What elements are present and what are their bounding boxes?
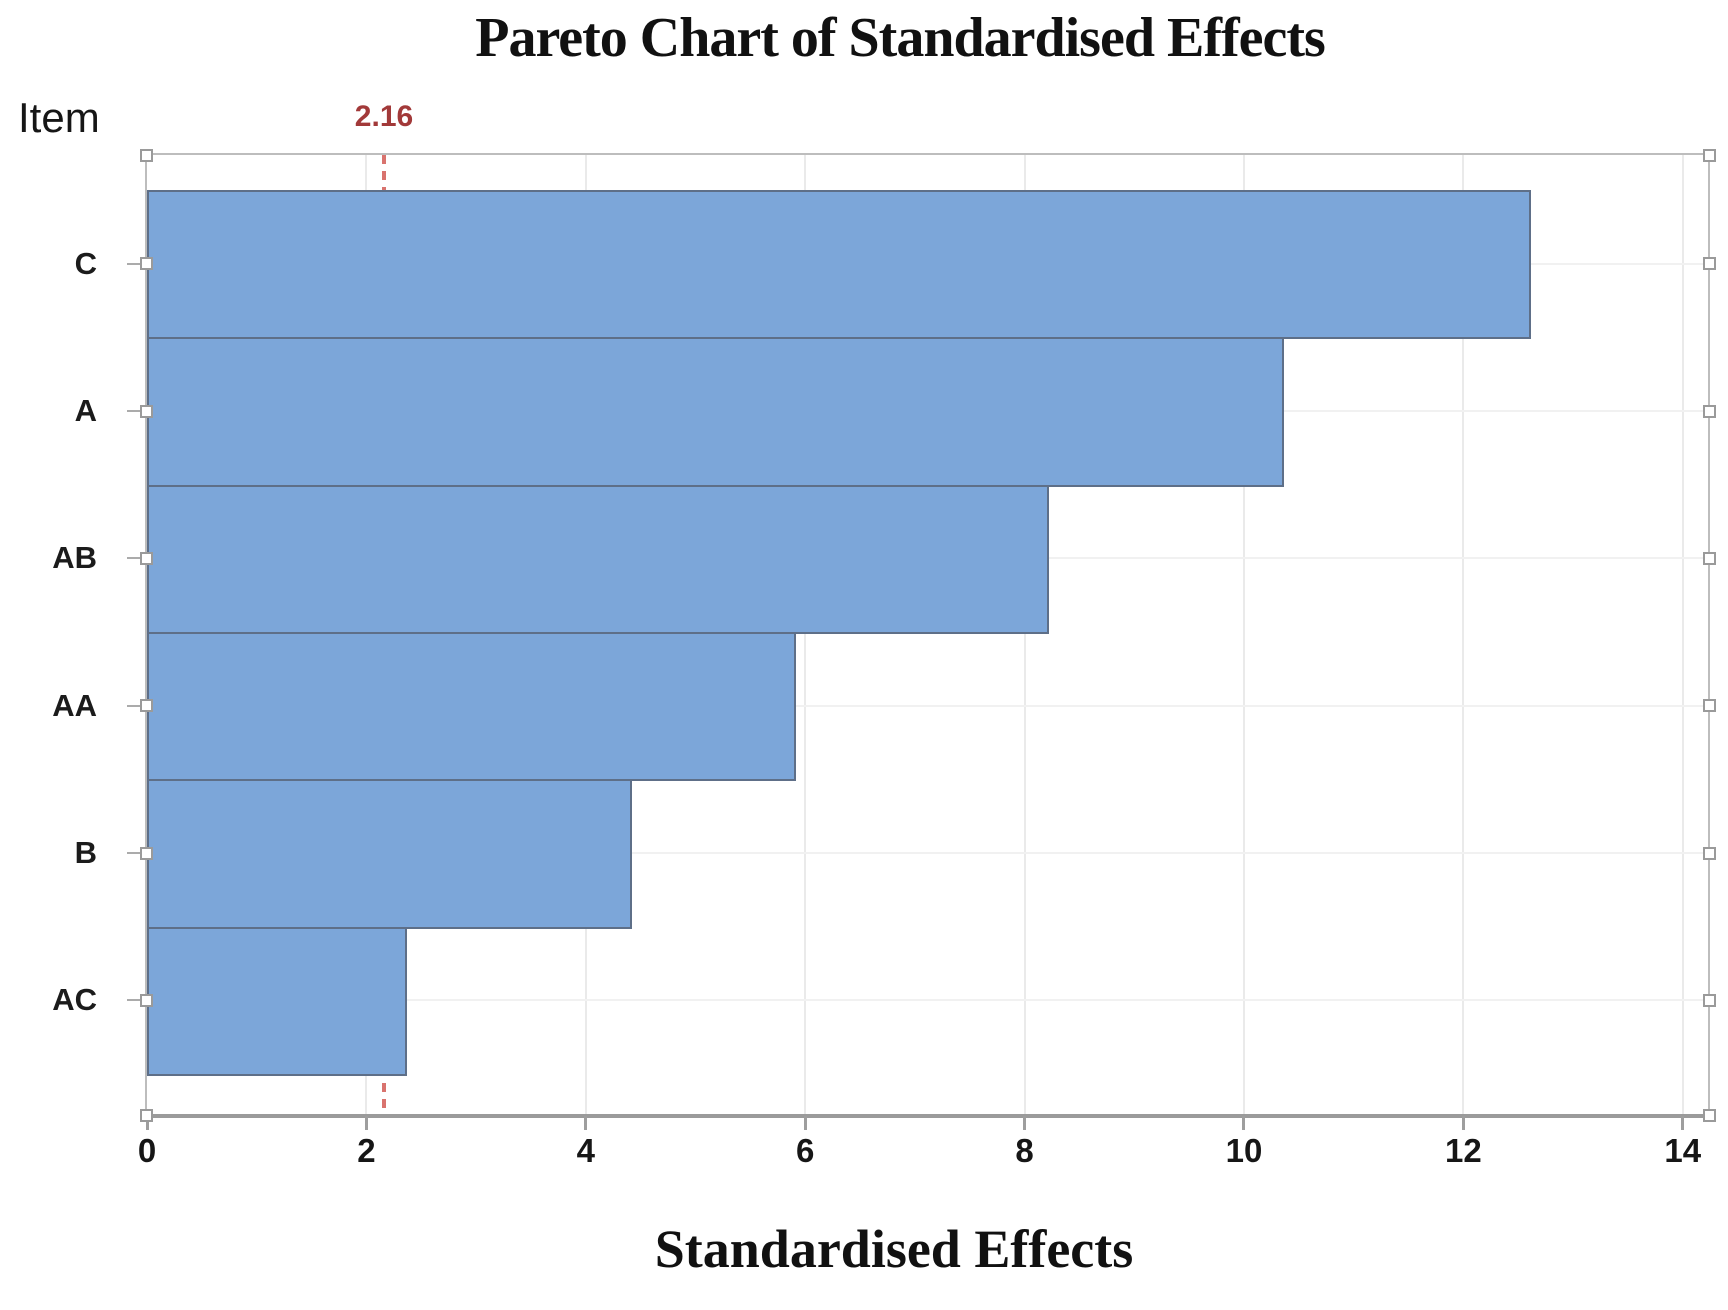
- x-tick-label-0: 0: [137, 1132, 157, 1169]
- y-tick-label-B: B: [74, 835, 97, 870]
- bar-B: [147, 779, 632, 929]
- y-tick-mark-B: [127, 852, 145, 854]
- gridline-row-AC: [147, 999, 1708, 1002]
- x-tick-label-10: 10: [1225, 1132, 1263, 1169]
- gridline-x-14: [1681, 155, 1684, 1114]
- selection-handle-left-3[interactable]: [139, 551, 153, 565]
- selection-handle-left-5[interactable]: [139, 846, 153, 860]
- gridline-row-AA: [147, 704, 1708, 707]
- x-tick-mark-10: [1242, 1116, 1246, 1130]
- selection-handle-right-6[interactable]: [1702, 993, 1716, 1007]
- y-tick-mark-AC: [127, 999, 145, 1002]
- gridline-x-8: [1023, 155, 1026, 1114]
- chart-title: Pareto Chart of Standardised Effects: [475, 7, 1326, 69]
- y-tick-label-AA: AA: [52, 687, 97, 723]
- bar-AB: [147, 484, 1049, 634]
- gridline-x-6: [804, 155, 807, 1114]
- bar-A: [147, 337, 1285, 487]
- x-tick-mark-14: [1681, 1116, 1685, 1130]
- x-tick-label-6: 6: [795, 1132, 815, 1169]
- selection-handle-left-6[interactable]: [139, 993, 153, 1007]
- x-tick-label-12: 12: [1445, 1132, 1482, 1169]
- plot-area: C A AB AA B AC 0 2 4 6 8 10 12 14: [52, 148, 1716, 1169]
- x-axis-title: Standardised Effects: [654, 1219, 1134, 1279]
- selection-handle-left-0[interactable]: [139, 148, 153, 162]
- selection-handle-right-1[interactable]: [1702, 257, 1716, 271]
- x-tick-mark-4: [584, 1116, 588, 1130]
- y-tick-mark-AB: [127, 557, 145, 560]
- bar-AC: [147, 926, 407, 1076]
- bar-C: [147, 190, 1532, 340]
- selection-handle-right-2[interactable]: [1702, 404, 1716, 418]
- y-tick-mark-AA: [127, 704, 145, 707]
- bar-AA: [147, 632, 797, 782]
- y-tick-mark-A: [127, 410, 145, 412]
- x-tick-mark-2: [364, 1116, 368, 1130]
- selection-handle-right-7[interactable]: [1702, 1108, 1716, 1122]
- gridline-x-10: [1242, 155, 1245, 1114]
- x-tick-label-4: 4: [576, 1132, 595, 1169]
- gridline-row-B: [147, 852, 1708, 854]
- y-tick-mark-C: [127, 262, 145, 265]
- y-tick-label-AC: AC: [52, 982, 97, 1018]
- x-tick-label-8: 8: [1015, 1132, 1034, 1169]
- x-tick-mark-6: [803, 1116, 807, 1130]
- x-tick-label-14: 14: [1664, 1132, 1702, 1169]
- y-axis-title: Item: [18, 94, 100, 141]
- x-tick-mark-12: [1461, 1116, 1465, 1130]
- selection-handle-left-4[interactable]: [139, 699, 153, 713]
- selection-handle-right-5[interactable]: [1702, 846, 1716, 860]
- x-tick-label-2: 2: [357, 1132, 376, 1169]
- y-tick-label-AB: AB: [52, 540, 97, 576]
- y-tick-label-C: C: [74, 245, 97, 281]
- x-tick-mark-8: [1023, 1116, 1027, 1130]
- selection-handle-right-4[interactable]: [1702, 699, 1716, 713]
- x-tick-mark-0: [145, 1116, 149, 1130]
- reference-line-value-label: 2.16: [354, 100, 414, 133]
- selection-handle-right-3[interactable]: [1702, 551, 1716, 565]
- selection-handle-right-0[interactable]: [1702, 148, 1716, 162]
- selection-handle-left-7[interactable]: [139, 1108, 153, 1122]
- y-tick-label-A: A: [74, 393, 97, 428]
- selection-handle-left-2[interactable]: [139, 404, 153, 418]
- selection-handle-left-1[interactable]: [139, 257, 153, 271]
- gridline-x-12: [1462, 155, 1465, 1114]
